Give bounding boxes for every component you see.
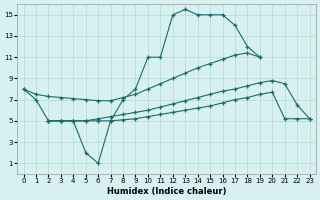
X-axis label: Humidex (Indice chaleur): Humidex (Indice chaleur) xyxy=(107,187,226,196)
